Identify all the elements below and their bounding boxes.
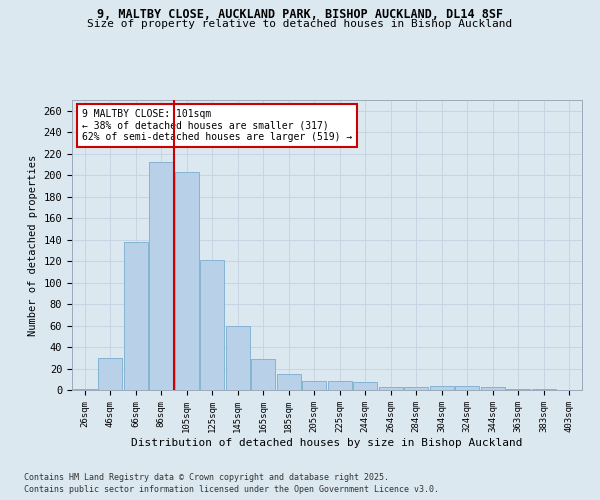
Bar <box>302 382 326 390</box>
Bar <box>328 382 352 390</box>
Text: Size of property relative to detached houses in Bishop Auckland: Size of property relative to detached ho… <box>88 19 512 29</box>
Bar <box>200 260 224 390</box>
Bar <box>226 326 250 390</box>
Bar <box>379 387 403 390</box>
Bar <box>532 389 556 390</box>
Bar <box>481 387 505 390</box>
Text: 9 MALTBY CLOSE: 101sqm
← 38% of detached houses are smaller (317)
62% of semi-de: 9 MALTBY CLOSE: 101sqm ← 38% of detached… <box>82 108 352 142</box>
Y-axis label: Number of detached properties: Number of detached properties <box>28 154 38 336</box>
Bar <box>353 382 377 390</box>
Bar <box>175 172 199 390</box>
Bar <box>455 386 479 390</box>
Bar <box>98 358 122 390</box>
Bar <box>506 389 530 390</box>
Text: Contains public sector information licensed under the Open Government Licence v3: Contains public sector information licen… <box>24 485 439 494</box>
Bar <box>404 387 428 390</box>
Bar <box>430 386 454 390</box>
Bar <box>251 359 275 390</box>
Text: 9, MALTBY CLOSE, AUCKLAND PARK, BISHOP AUCKLAND, DL14 8SF: 9, MALTBY CLOSE, AUCKLAND PARK, BISHOP A… <box>97 8 503 20</box>
Bar <box>277 374 301 390</box>
Bar <box>73 389 97 390</box>
X-axis label: Distribution of detached houses by size in Bishop Auckland: Distribution of detached houses by size … <box>131 438 523 448</box>
Text: Contains HM Land Registry data © Crown copyright and database right 2025.: Contains HM Land Registry data © Crown c… <box>24 472 389 482</box>
Bar <box>124 242 148 390</box>
Bar <box>149 162 173 390</box>
